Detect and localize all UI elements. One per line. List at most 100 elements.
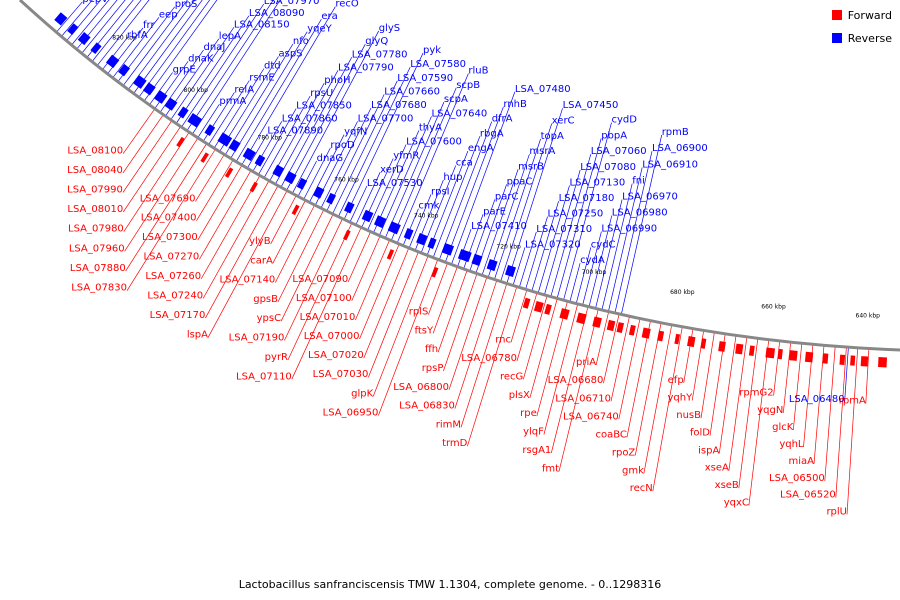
leader-line	[652, 326, 683, 492]
reverse-gene-label: LSA_07850	[296, 101, 352, 112]
reverse-gene-label: topA	[541, 131, 564, 142]
forward-gene-label: coaBC	[595, 429, 626, 440]
leader-line	[368, 251, 419, 378]
reverse-gene-label: LSA_07450	[563, 100, 619, 111]
leader-line	[246, 133, 268, 169]
reverse-gene-label: LSA_07530	[367, 178, 423, 189]
leader-line	[738, 338, 759, 489]
forward-gene-label: LSA_07990	[67, 185, 123, 196]
leader-line	[420, 165, 457, 254]
leader-line	[96, 0, 150, 66]
reverse-gene-label: rbfA	[127, 30, 148, 41]
leader-line	[522, 295, 548, 380]
reverse-gene-arrow	[427, 237, 437, 249]
leader-line	[451, 91, 516, 265]
legend-forward: Forward	[831, 8, 892, 22]
reverse-gene-label: cydC	[591, 239, 616, 250]
forward-gene-label: yqxC	[724, 498, 749, 509]
reverse-gene-label: LSA_07080	[580, 162, 636, 173]
reverse-gene-label: nfo	[293, 36, 309, 47]
leader-line	[122, 120, 173, 193]
leader-line	[792, 343, 803, 430]
forward-gene-arrow	[822, 353, 829, 364]
leader-line	[718, 335, 737, 454]
reverse-gene-label: cmk	[418, 201, 439, 212]
leader-line	[448, 276, 488, 390]
leader-line	[286, 44, 366, 191]
genome-caption: Lactobacillus sanfranciscensis TMW 1.130…	[238, 578, 662, 591]
leader-line	[516, 292, 538, 361]
leader-line	[865, 348, 870, 404]
leader-line	[626, 320, 651, 438]
forward-gene-arrow	[674, 333, 681, 345]
leader-line	[125, 143, 207, 272]
reverse-gene-arrow	[177, 106, 189, 119]
reverse-gene-label: LSA_08150	[234, 19, 290, 30]
reverse-gene-label: rbgA	[480, 128, 504, 139]
leader-line	[359, 243, 400, 340]
leader-line	[198, 170, 252, 260]
reverse-gene-label: engA	[468, 143, 494, 154]
leader-line	[197, 104, 220, 138]
reverse-gene-label: proS	[175, 0, 198, 10]
reverse-gene-label: glyS	[379, 23, 400, 34]
leader-line	[500, 123, 553, 282]
leader-line	[782, 342, 792, 413]
forward-gene-label: LSA_06500	[769, 473, 825, 484]
forward-gene-label: rpe	[520, 408, 537, 419]
reverse-gene-arrow	[416, 233, 428, 246]
forward-gene-label: LSA_07270	[144, 252, 200, 263]
reverse-gene-label: thyA	[419, 123, 442, 134]
leader-line	[284, 218, 343, 341]
reverse-gene-label: frr	[143, 20, 155, 31]
leader-line	[61, 0, 93, 37]
leader-line	[363, 247, 410, 359]
reverse-gene-arrow	[67, 23, 79, 36]
leader-line	[258, 108, 297, 175]
reverse-gene-label: msrB	[518, 161, 544, 172]
legend: Forward Reverse	[831, 8, 892, 54]
leader-line	[280, 214, 334, 322]
leader-line	[518, 231, 537, 288]
reverse-gene-arrow	[254, 154, 266, 167]
forward-gene-label: LSA_07880	[70, 263, 126, 274]
leader-line	[122, 114, 164, 174]
leader-line	[813, 345, 825, 464]
forward-gene-label: rpsP	[422, 363, 444, 374]
forward-gene-label: gpsB	[253, 294, 278, 305]
reverse-gene-label: yqfN	[344, 127, 367, 138]
forward-gene-arrow	[777, 348, 783, 360]
forward-gene-label: yqgN	[757, 405, 783, 416]
forward-gene-label: pyrR	[265, 352, 288, 363]
reverse-gene-label: scpB	[456, 80, 480, 91]
leader-line	[200, 175, 261, 280]
leader-line	[138, 0, 211, 98]
reverse-gene-label: LSA_07580	[410, 59, 466, 70]
leader-line	[595, 311, 610, 366]
forward-gene-label: rpmG2	[739, 388, 773, 399]
scale-tick-label: 680 kbp	[670, 289, 695, 296]
reverse-gene-label: relA	[234, 84, 254, 95]
leader-line	[349, 185, 368, 223]
leader-line	[272, 200, 306, 264]
reverse-gene-arrow	[272, 164, 285, 178]
reverse-gene-label: LSA_07180	[559, 193, 615, 204]
leader-line	[192, 0, 281, 135]
reverse-gene-arrow	[313, 186, 325, 199]
reverse-gene-arrow	[361, 209, 374, 223]
scale-tick-label: 700 kbp	[582, 269, 607, 276]
leader-line	[432, 266, 458, 334]
scale-tick-label: 800 kbp	[184, 87, 209, 94]
leader-line	[529, 298, 558, 398]
leader-line	[402, 208, 419, 246]
leader-line	[748, 339, 770, 506]
forward-gene-arrow	[431, 266, 439, 278]
leader-line	[835, 347, 847, 498]
leader-line	[124, 137, 199, 252]
reverse-gene-arrow	[142, 82, 156, 96]
reverse-gene-label: rnhB	[503, 99, 527, 110]
reverse-gene-arrow	[187, 113, 203, 128]
forward-gene-arrow	[224, 167, 234, 178]
forward-gene-label: LSA_07240	[147, 291, 203, 302]
reverse-gene-label: hup	[443, 172, 462, 183]
